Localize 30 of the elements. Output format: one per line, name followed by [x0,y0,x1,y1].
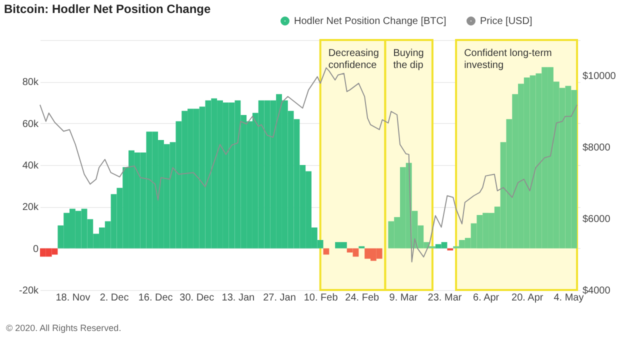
x-tick-label: 4. May [554,292,584,304]
x-tick-label: 13. Jan [222,292,255,304]
y-tick-label: 0 [32,244,39,255]
x-tick-label: 10. Feb [304,292,338,304]
x-tick-label: 18. Nov [56,292,90,304]
x-tick-label: 20. Apr [512,292,544,304]
y2-tick-label: $10000 [582,71,616,82]
y-tick-label: 80k [22,77,40,88]
x-tick-label: 2. Dec [100,292,129,304]
band-label: Confident long-term investing [464,48,552,71]
x-tick-label: 27. Jan [263,292,296,304]
y2-tick-label: $4000 [582,286,611,296]
x-tick-label: 30. Dec [180,292,214,304]
legend-label: Hodler Net Position Change [BTC] [294,16,447,27]
y-tick-label: 20k [22,202,40,214]
band-label: Buying the dip [393,48,424,71]
y2-tick-label: $8000 [582,142,611,154]
x-tick-label: 16. Dec [138,292,173,304]
x-tick-label: 24. Feb [345,292,380,304]
y-tick-label: -20k [19,286,40,296]
x-tick-label: 23. Mar [428,292,462,304]
text: © 2020. All Rights Reserved. [6,323,122,333]
y-tick-label: 40k [22,160,40,172]
legend-label: Price [USD] [480,16,532,27]
x-tick-label: 9. Mar [389,292,418,304]
y2-tick-label: $6000 [582,214,611,226]
band-label: Decreasing confidence [328,48,379,71]
y-tick-label: 60k [22,118,40,130]
chart-title: Bitcoin: Hodler Net Position Change [4,2,211,16]
x-tick-label: 6. Apr [473,292,500,304]
